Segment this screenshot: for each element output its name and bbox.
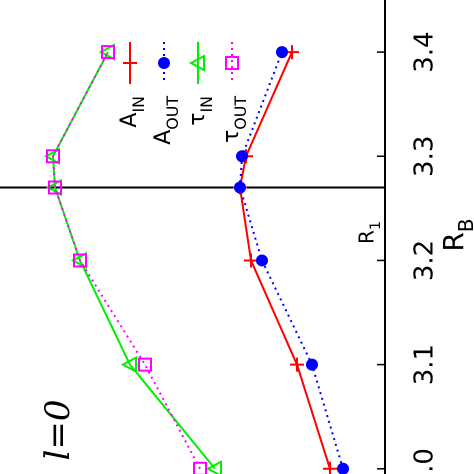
legend-marker <box>158 57 170 69</box>
data-point <box>205 460 222 474</box>
data-point <box>48 180 62 195</box>
data-point <box>306 358 318 371</box>
data-point <box>256 254 268 267</box>
data-point <box>244 253 258 268</box>
x-tick-label: 3.1 <box>410 344 440 385</box>
data-point <box>193 461 207 474</box>
series-line <box>238 51 344 470</box>
reference-label: R1 <box>355 221 385 244</box>
x-tick-label: 3.4 <box>410 31 440 72</box>
data-point <box>46 149 60 164</box>
data-point <box>337 462 349 474</box>
data-point <box>101 45 115 60</box>
legend-marker <box>123 56 137 70</box>
data-point <box>323 461 337 474</box>
legend-label: τIN <box>185 96 216 126</box>
x-tick-label: 3.0 <box>410 448 440 474</box>
legend-marker <box>225 56 239 70</box>
legend-marker <box>188 54 205 72</box>
data-point <box>236 150 248 163</box>
data-point <box>276 46 288 59</box>
data-point <box>138 357 152 372</box>
annotation: l=0 <box>38 400 78 461</box>
series-line <box>51 51 216 470</box>
data-point <box>120 355 137 374</box>
x-axis-label: RB <box>437 218 474 251</box>
x-tick-label: 3.2 <box>410 240 440 281</box>
legend-label: τOUT <box>219 96 250 143</box>
data-point <box>73 253 87 268</box>
data-point <box>290 357 304 372</box>
legend-label: AOUT <box>151 96 182 145</box>
x-tick-label: 3.3 <box>410 136 440 177</box>
data-point <box>234 181 246 194</box>
series-line <box>238 51 331 470</box>
legend-label: AIN <box>117 96 148 128</box>
